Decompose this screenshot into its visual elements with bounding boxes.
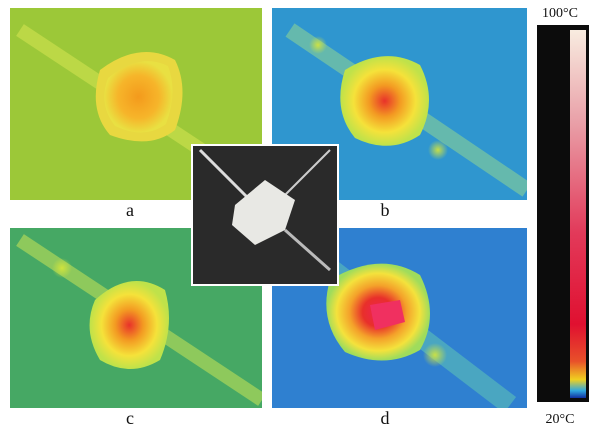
colorbar bbox=[537, 25, 589, 402]
panel-label: b bbox=[381, 200, 390, 220]
panel-label: c bbox=[126, 408, 134, 428]
photo-inset bbox=[192, 145, 338, 285]
colorbar-min-label: 20°C bbox=[546, 412, 575, 427]
figure: a b c d 100°C 20°C bbox=[0, 0, 592, 433]
page: a b c d 100°C 20°C (() => { const data =… bbox=[0, 0, 592, 433]
colorbar-max-label: 100°C bbox=[542, 6, 578, 21]
panel-label: a bbox=[126, 200, 134, 220]
panel-label: d bbox=[381, 408, 390, 428]
